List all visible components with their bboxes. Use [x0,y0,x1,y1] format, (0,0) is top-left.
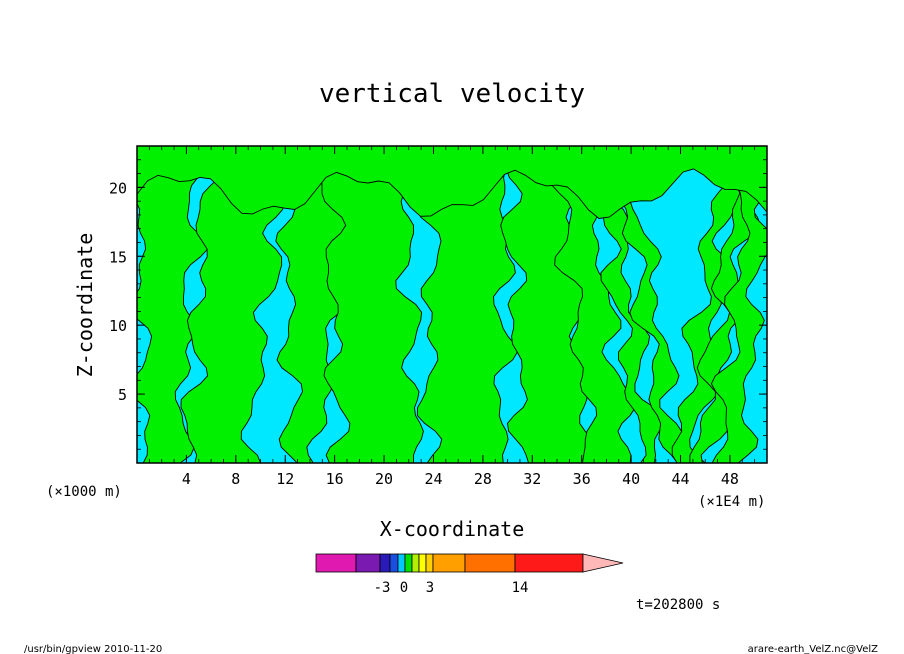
colorbar-tick-labels: -3 0 3 14 [374,580,529,596]
colorbar-segment [425,553,434,573]
colorbar-segment [411,553,420,573]
region-positive [137,146,209,463]
footer-left: /usr/bin/gpview 2010-11-20 [24,644,162,654]
region-positive [180,146,292,463]
colorbar-segment [418,553,427,573]
x-tick-label: 36 [573,470,591,488]
y-axis: 5 10 15 20 [109,145,767,464]
x-tick-label: 44 [671,470,689,488]
x-tick-label: 12 [276,470,294,488]
x-axis-label: X-coordinate [380,517,525,541]
plot-area [136,145,768,464]
region-positive [548,146,636,463]
chart-title: vertical velocity [319,79,585,109]
colorbar-tick-label: -3 [374,580,391,596]
colorbar-tick-label: 14 [512,580,529,596]
region-positive-top [137,146,767,219]
colorbar-segment [355,553,381,573]
region-positive [270,146,360,463]
x-tick-label: 28 [474,470,492,488]
colorbar-segment [315,553,357,573]
plot-frame [136,145,768,464]
colorbar-segment [389,553,399,573]
colorbar [315,553,624,573]
x-axis: 4 8 12 16 20 24 28 32 36 40 44 48 [136,146,768,488]
x-tick-label: 16 [326,470,344,488]
y-tick-label: 15 [109,248,127,266]
region-positive [710,146,767,463]
colorbar-segment [514,553,584,573]
x-tick-label: 40 [622,470,640,488]
y-tick-label: 10 [109,317,127,335]
region-positive [591,146,665,463]
x-tick-label: 32 [523,470,541,488]
x-unit-left: (×1000 m) [46,484,122,500]
colorbar-arrow [582,553,624,573]
colorbar-segment [404,553,413,573]
y-axis-label: Z-coordinate [73,233,97,378]
x-tick-label: 20 [375,470,393,488]
x-tick-label: 48 [721,470,739,488]
time-label: t=202800 s [636,597,720,613]
x-tick-label: 8 [231,470,240,488]
footer-right: arare-earth_VelZ.nc@VelZ [748,644,879,654]
colorbar-tick-label: 3 [426,580,434,596]
y-tick-label: 5 [118,386,127,404]
colorbar-segment [464,553,516,573]
region-positive [619,146,692,463]
velocity-field [137,146,767,463]
x-tick-label: 24 [424,470,442,488]
region-positive [416,146,521,463]
colorbar-segment [432,553,466,573]
x-tick-label: 4 [182,470,191,488]
x-unit-right: (×1E4 m) [698,494,765,510]
colorbar-segment [397,553,406,573]
region-positive [321,146,424,463]
colorbar-segment [379,553,391,573]
colorbar-tick-label: 0 [400,580,408,596]
y-tick-label: 20 [109,179,127,197]
